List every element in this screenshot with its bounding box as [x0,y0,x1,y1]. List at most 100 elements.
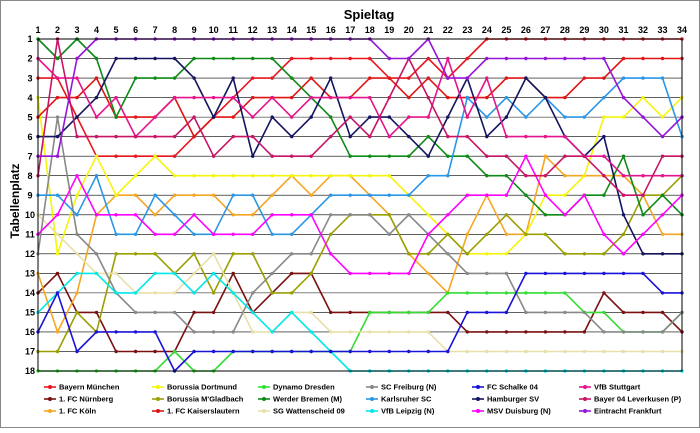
data-point [485,193,489,197]
data-point [153,56,157,61]
y-tick-label: 17 [25,347,35,357]
data-point [329,76,333,80]
data-point [602,252,606,256]
data-point [426,134,430,139]
data-point [368,76,372,80]
data-point [172,232,177,236]
data-point [465,76,469,80]
data-point [641,76,645,80]
x-tick-label: 22 [443,25,453,35]
y-tick-label: 18 [25,366,35,376]
legend-item: 1. FC Nürnberg [44,395,114,404]
data-point [582,330,587,334]
data-point [133,252,138,256]
data-point [387,56,391,61]
data-point [348,330,352,334]
legend-label: VfB Leipzig (N) [381,407,435,416]
data-point [290,310,294,315]
x-tick-label: 15 [306,25,316,35]
data-point [133,291,138,295]
data-point [348,271,352,276]
data-point [563,310,567,315]
data-point [563,252,567,256]
data-point [329,349,333,354]
data-point [621,252,626,256]
series-line [37,96,683,255]
data-point [524,56,528,61]
data-point [153,252,157,256]
data-point [133,330,138,334]
data-point [602,95,606,100]
data-point [94,330,99,334]
data-point [602,193,606,197]
data-point [446,56,450,61]
legend-label: SC Freiburg (N) [381,383,437,392]
legend-swatch-marker [583,385,587,389]
data-point [348,115,352,119]
data-point [368,56,372,61]
legend-label: VfB Stuttgart [594,383,641,392]
data-point [172,213,177,217]
data-point [504,193,509,197]
legend-swatch-marker [476,397,480,401]
data-point [660,115,665,119]
data-point [290,349,294,354]
data-point [55,154,60,158]
data-point [368,349,372,354]
data-point [172,291,177,295]
data-point [465,232,469,236]
data-point [407,56,411,61]
data-point [368,213,372,217]
data-point [114,252,118,256]
data-point [641,271,645,276]
data-point [251,174,255,178]
data-point [504,271,509,276]
data-point [641,310,645,315]
data-point [329,232,333,236]
data-point [621,310,626,315]
data-point [211,115,216,119]
data-point [465,134,469,139]
y-tick-label: 11 [25,229,35,239]
data-point [55,76,60,80]
data-point [504,134,509,139]
data-point [602,291,606,295]
legend-item: FC Schalke 04 [472,383,539,392]
data-point [192,271,196,276]
data-point [465,56,469,61]
data-point [660,56,665,61]
data-point [368,330,372,334]
x-tick-label: 30 [599,25,609,35]
data-point [485,349,489,354]
legend: Bayern München 1. FC Nürnberg 1. FC Köln Bo… [44,383,682,416]
data-point [660,330,665,334]
data-point [621,154,626,158]
data-point [251,232,255,236]
x-tick-label: 10 [209,25,219,35]
data-point [602,330,606,334]
legend-swatch-marker [476,385,480,389]
data-point [582,271,587,276]
series-group [36,271,684,373]
data-point [465,291,469,295]
data-point [153,154,157,158]
data-point [75,232,79,236]
data-point [387,330,391,334]
data-point [153,232,157,236]
data-point [485,291,489,295]
legend-item: Werder Bremen (M) [258,395,343,404]
data-point [621,232,626,236]
data-point [426,310,430,315]
data-point [251,154,255,158]
data-point [485,76,489,80]
data-point [153,291,157,295]
data-point [270,330,274,334]
data-point [172,154,177,158]
data-point [446,252,450,256]
series-group [36,76,684,236]
data-point [563,271,567,276]
data-point [329,56,333,61]
data-point [114,154,118,158]
data-point [192,134,196,139]
x-tick-label: 3 [75,25,80,35]
